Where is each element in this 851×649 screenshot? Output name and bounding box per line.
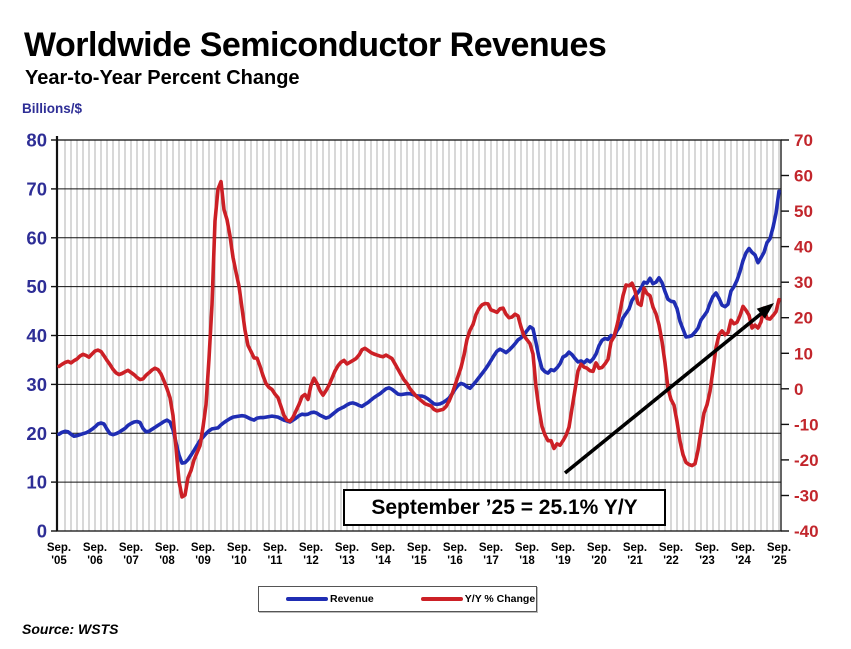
svg-text:'13: '13 (339, 555, 355, 567)
legend-label-revenue: Revenue (330, 593, 374, 605)
left-axis-ticks-and-labels: 0 10 20 30 40 50 60 70 80 (26, 130, 57, 542)
svg-text:-10: -10 (794, 415, 819, 434)
page-subtitle: Year-to-Year Percent Change (25, 67, 300, 89)
svg-text:'11: '11 (268, 555, 283, 567)
svg-text:30: 30 (26, 374, 47, 395)
svg-text:'21: '21 (627, 555, 643, 567)
svg-text:'06: '06 (87, 555, 103, 567)
annotation-arrow (563, 303, 774, 475)
svg-text:'07: '07 (123, 555, 139, 567)
x-axis-labels: Sep.'05Sep.'06Sep.'07Sep.'08Sep.'09Sep.'… (47, 542, 791, 567)
svg-text:-20: -20 (794, 451, 819, 470)
svg-text:'25: '25 (771, 555, 787, 567)
svg-text:-40: -40 (794, 522, 819, 541)
svg-text:Sep.: Sep. (515, 542, 539, 554)
svg-text:'14: '14 (375, 555, 391, 567)
svg-text:Sep.: Sep. (119, 542, 143, 554)
svg-text:Sep.: Sep. (371, 542, 395, 554)
svg-text:-30: -30 (794, 487, 819, 506)
chart-legend: Revenue Y/Y % Change (258, 586, 537, 612)
svg-text:Sep.: Sep. (407, 542, 431, 554)
svg-text:'08: '08 (159, 555, 175, 567)
revenue-line-swatch (286, 597, 328, 601)
svg-text:Sep.: Sep. (443, 542, 467, 554)
svg-text:Sep.: Sep. (83, 542, 107, 554)
annotation-text: September ’25 = 25.1% Y/Y (371, 495, 638, 519)
svg-text:Sep.: Sep. (587, 542, 611, 554)
svg-text:'09: '09 (195, 555, 211, 567)
svg-text:'16: '16 (447, 555, 463, 567)
legend-label-yoy: Y/Y % Change (464, 593, 536, 605)
svg-text:Sep.: Sep. (263, 542, 287, 554)
yoy-line-swatch (420, 597, 463, 601)
svg-text:Sep.: Sep. (47, 542, 71, 554)
svg-text:Sep.: Sep. (299, 542, 323, 554)
svg-text:50: 50 (26, 276, 47, 297)
svg-text:Sep.: Sep. (191, 542, 215, 554)
page-title: Worldwide Semiconductor Revenues (24, 26, 607, 64)
yoy-change-line (57, 179, 781, 499)
source-credit: Source: WSTS (22, 621, 119, 637)
svg-text:Sep.: Sep. (659, 542, 683, 554)
svg-text:Sep.: Sep. (155, 542, 179, 554)
legend-item-yoy: Y/Y % Change (420, 593, 536, 605)
svg-text:20: 20 (794, 309, 813, 328)
svg-text:0: 0 (794, 380, 803, 399)
svg-text:Sep.: Sep. (551, 542, 575, 554)
svg-text:'05: '05 (51, 555, 67, 567)
svg-text:'15: '15 (411, 555, 427, 567)
svg-text:40: 40 (26, 325, 47, 346)
svg-text:80: 80 (26, 130, 47, 151)
svg-text:Sep.: Sep. (767, 542, 791, 554)
svg-text:'23: '23 (699, 555, 715, 567)
svg-text:50: 50 (794, 202, 813, 221)
revenue-line (57, 189, 781, 465)
svg-text:'20: '20 (591, 555, 607, 567)
svg-text:Sep.: Sep. (479, 542, 503, 554)
svg-text:'10: '10 (231, 555, 247, 567)
svg-text:Sep.: Sep. (623, 542, 647, 554)
svg-text:Sep.: Sep. (695, 542, 719, 554)
svg-text:70: 70 (26, 178, 47, 199)
svg-text:60: 60 (794, 167, 813, 186)
svg-text:'19: '19 (555, 555, 571, 567)
svg-text:10: 10 (794, 344, 813, 363)
svg-text:Sep.: Sep. (731, 542, 755, 554)
svg-text:60: 60 (26, 227, 47, 248)
svg-text:Sep.: Sep. (335, 542, 359, 554)
svg-text:'12: '12 (303, 555, 319, 567)
svg-text:20: 20 (26, 423, 47, 444)
svg-text:0: 0 (37, 521, 47, 542)
legend-item-revenue: Revenue (286, 593, 374, 605)
svg-text:30: 30 (794, 273, 813, 292)
svg-text:70: 70 (794, 131, 813, 150)
svg-text:10: 10 (26, 472, 47, 493)
right-axis-ticks-and-labels: -40 -30 -20 -10 0 10 20 30 40 50 60 70 (781, 131, 819, 541)
svg-text:40: 40 (794, 238, 813, 257)
svg-text:'24: '24 (735, 555, 751, 567)
left-axis-unit-label: Billions/$ (22, 101, 83, 116)
svg-text:'18: '18 (519, 555, 535, 567)
svg-text:Sep.: Sep. (227, 542, 251, 554)
svg-text:'17: '17 (483, 555, 499, 567)
annotation-callout-box: September ’25 = 25.1% Y/Y (343, 489, 666, 526)
svg-text:'22: '22 (663, 555, 679, 567)
